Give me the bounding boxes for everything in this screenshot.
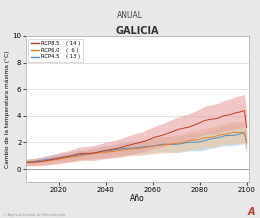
Legend: RCP8.5    ( 14 ), RCP6.0    (  6 ), RCP4.5    ( 13 ): RCP8.5 ( 14 ), RCP6.0 ( 6 ), RCP4.5 ( 13…	[28, 39, 83, 62]
Text: © Agencia Estatal de Meteorología: © Agencia Estatal de Meteorología	[3, 213, 65, 217]
Text: A: A	[247, 207, 255, 217]
Title: GALICIA: GALICIA	[115, 26, 159, 36]
X-axis label: Año: Año	[130, 194, 145, 203]
Text: ANUAL: ANUAL	[117, 11, 143, 20]
Y-axis label: Cambio de la temperatura máxima (°C): Cambio de la temperatura máxima (°C)	[4, 50, 10, 168]
